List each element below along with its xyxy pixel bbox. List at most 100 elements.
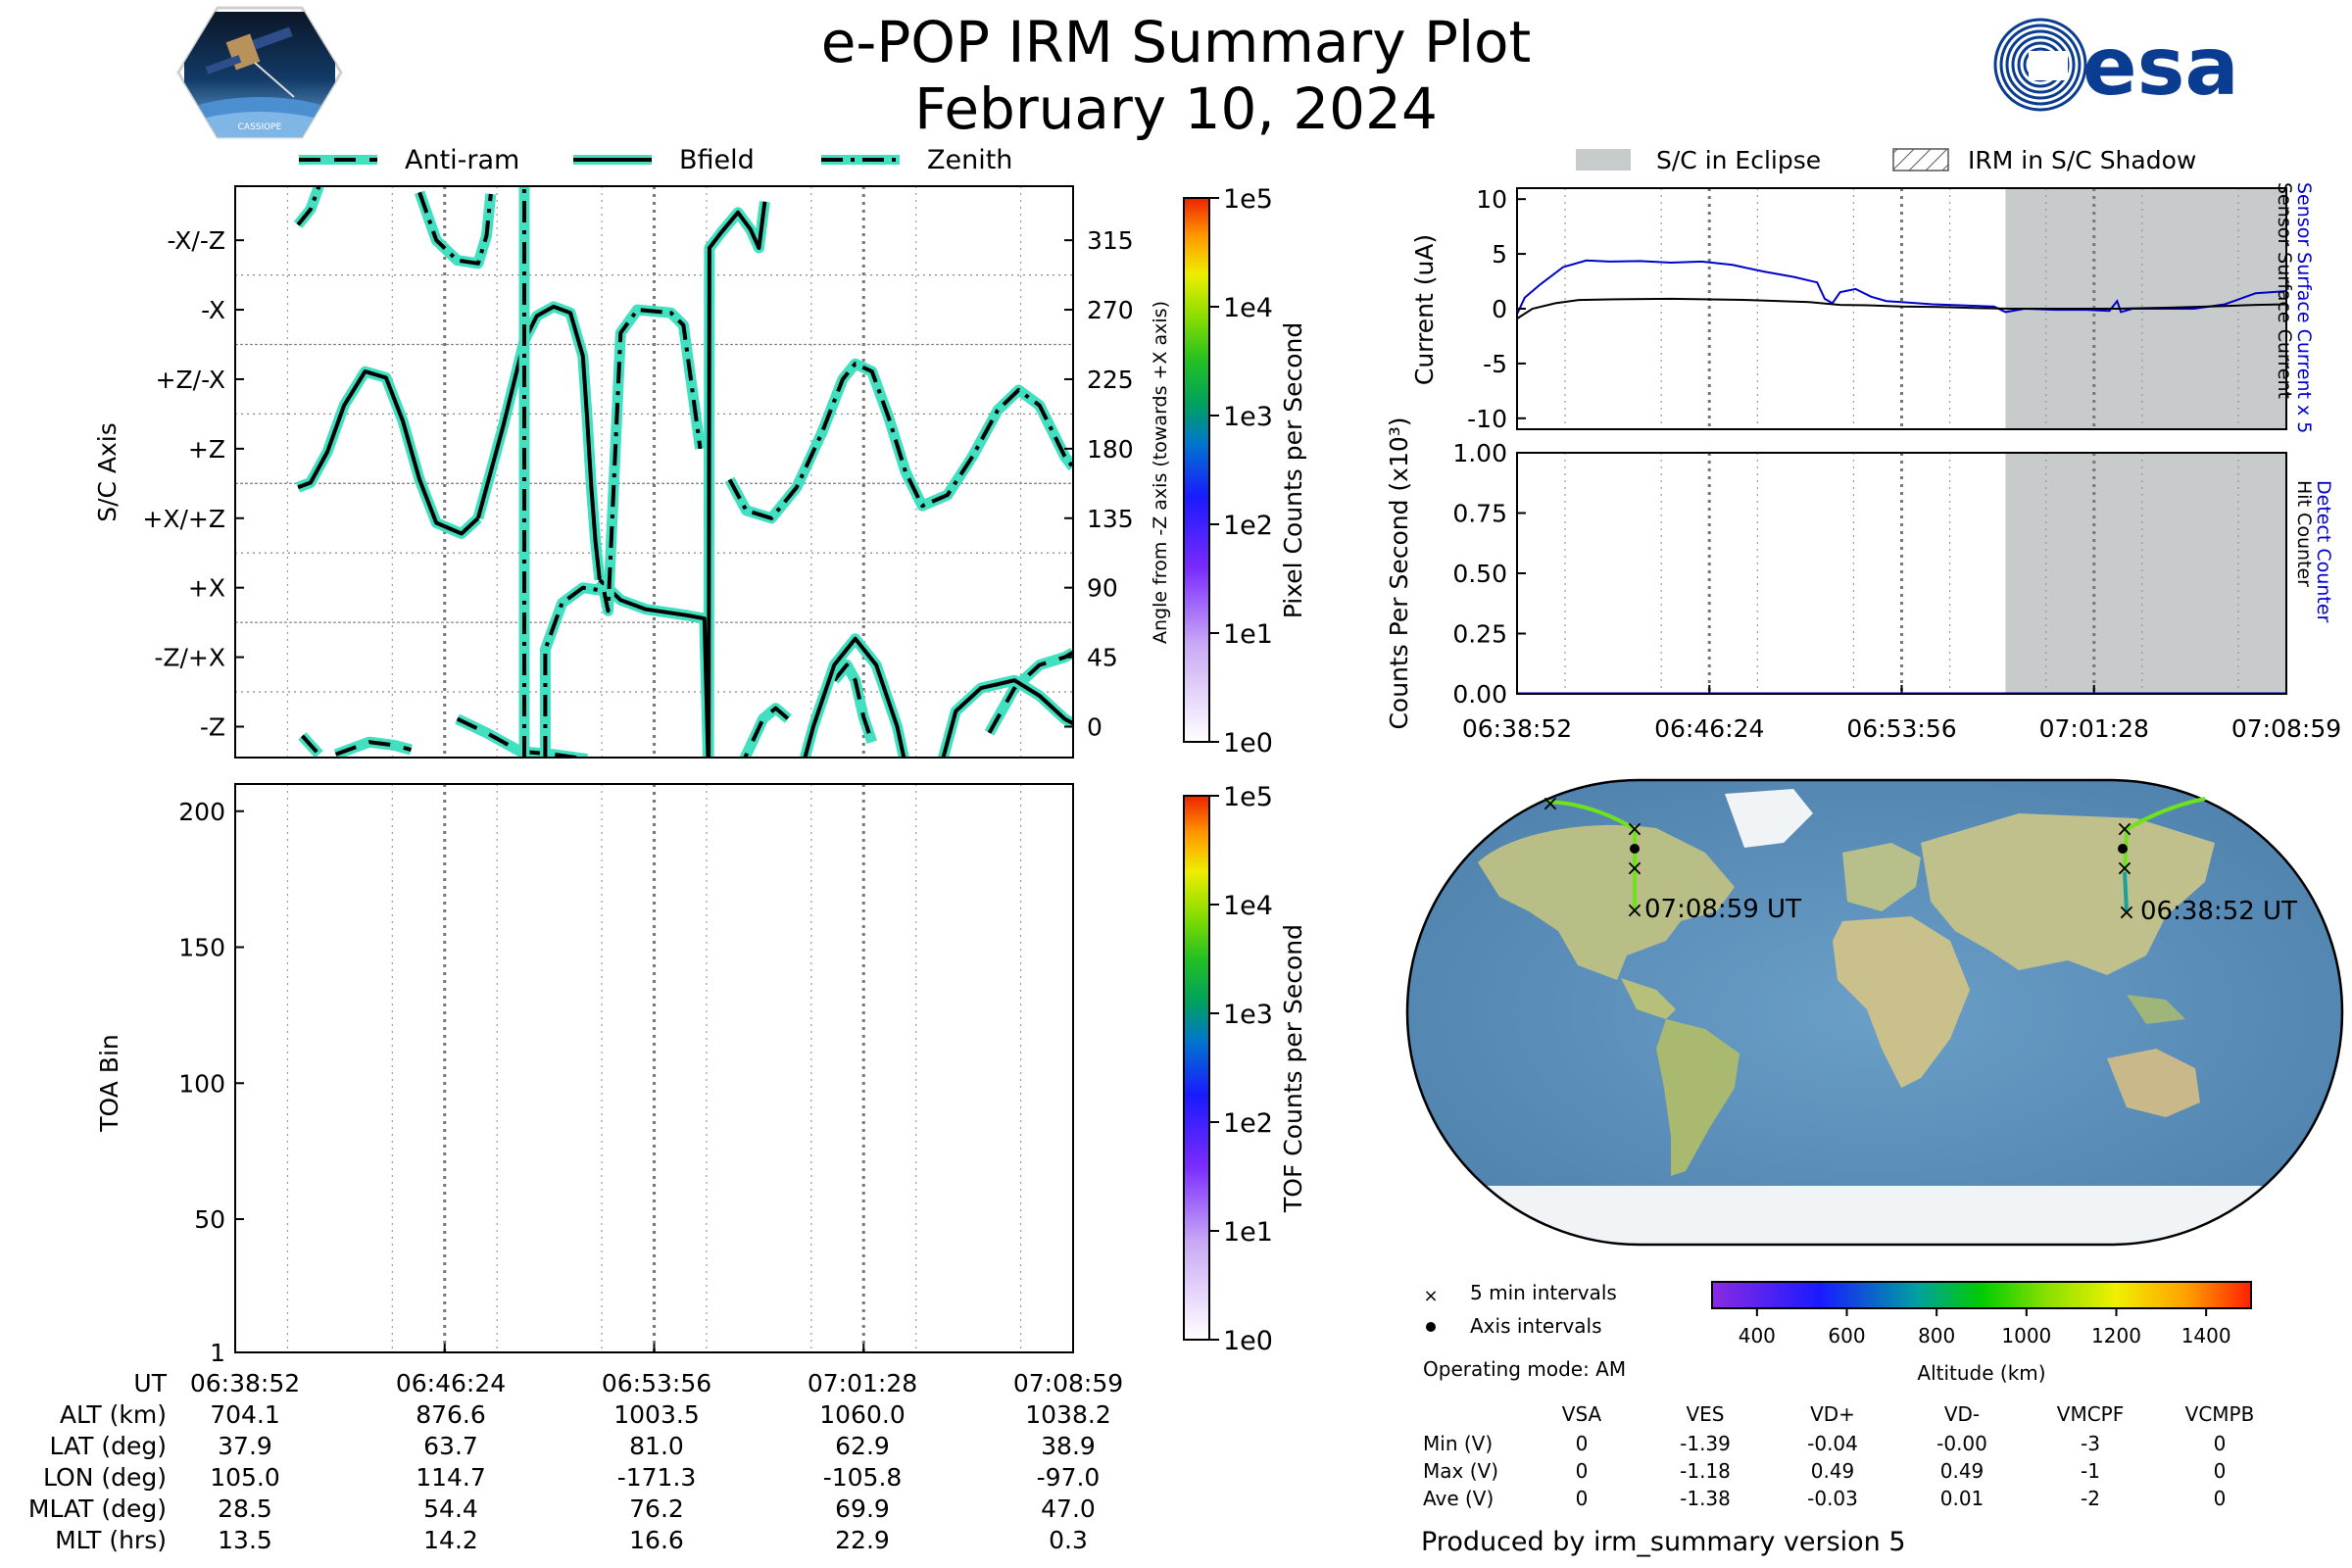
- voltage-cell: 0: [1576, 1487, 1589, 1510]
- attitude-series-line: [297, 369, 480, 536]
- attitude-right-tick-label: 180: [1087, 435, 1134, 464]
- attitude-series-line: [296, 186, 321, 226]
- central-america: [1621, 978, 1676, 1019]
- voltage-header: VCMPB: [2185, 1402, 2255, 1426]
- attitude-series: [293, 186, 1073, 758]
- current-y2label-black: Sensor Surface Current: [2274, 182, 2295, 399]
- current-tick-label: -5: [1483, 350, 1507, 378]
- orbit-cell: 54.4: [423, 1494, 478, 1523]
- attitude-right-tick-label: 90: [1087, 574, 1118, 603]
- counts-tick-label: 0.25: [1452, 620, 1507, 649]
- track-segment-east: [1547, 800, 1637, 911]
- attitude-series-line: [941, 678, 1073, 758]
- orbit-cell: 07:08:59: [1013, 1369, 1123, 1397]
- attitude-tick-label: +Z/-X: [156, 366, 225, 394]
- voltage-cell: -1: [2081, 1459, 2100, 1483]
- voltage-cell: -3: [2081, 1432, 2100, 1455]
- australia: [2107, 1049, 2200, 1117]
- esa-logo: esa: [1993, 18, 2239, 114]
- counts-y2label-black: Hit Counter: [2293, 480, 2315, 587]
- track-start-label: 06:38:52 UT: [2140, 897, 2297, 926]
- orbit-cell: -105.8: [823, 1463, 903, 1492]
- voltage-cell: -1.18: [1680, 1459, 1731, 1483]
- toa-tick-label: 200: [178, 798, 225, 826]
- counts-grid: [1564, 453, 2239, 694]
- map-legend-cross: 5 min intervals: [1470, 1281, 1617, 1304]
- voltage-header: VD-: [1944, 1402, 1980, 1426]
- orbit-cell: 22.9: [835, 1526, 890, 1554]
- voltage-cell: 0: [2214, 1459, 2227, 1483]
- counts-tick-label: 0.75: [1452, 500, 1507, 528]
- footer-text: Produced by irm_summary version 5: [1421, 1527, 1906, 1557]
- orbit-row-label: LON (deg): [43, 1463, 167, 1492]
- attitude-right-tick-label: 315: [1087, 226, 1134, 255]
- orbit-cell: 06:38:52: [190, 1369, 300, 1397]
- attitude-panel: -X/-Z -X +Z/-X +Z +X/+Z +X -Z/+X -Z 315 270 225 18…: [93, 185, 1171, 759]
- attitude-tick-label: +X: [188, 574, 225, 603]
- attitude-right-tick-label: 0: [1087, 712, 1102, 741]
- axis-interval-dot: [1630, 844, 1640, 854]
- attitude-right-tick-label: 225: [1087, 366, 1134, 394]
- voltage-cell: 0.49: [1940, 1459, 1984, 1483]
- attitude-series-line: [598, 201, 767, 758]
- attitude-series-line: [743, 706, 790, 758]
- interval-cross-icon: ×: [1626, 817, 1643, 842]
- voltage-cell: -0.04: [1807, 1432, 1858, 1455]
- toa-tick-label: 150: [178, 934, 225, 962]
- counts-panel: 1.00 0.75 0.50 0.25 0.00 06:38:52 06:46:24 06:5…: [1385, 416, 2341, 743]
- altitude-tick-label: 600: [1828, 1324, 1865, 1348]
- shadow-legend-label: IRM in S/C Shadow: [1968, 146, 2196, 174]
- altitude-colorbar-ticks: 400 600 800 1000 1200 1400: [1739, 1308, 2231, 1348]
- attitude-series-line: [475, 304, 602, 581]
- attitude-right-tick-label: 45: [1087, 644, 1118, 672]
- orbit-cell: 14.2: [423, 1526, 478, 1554]
- attitude-series-line: [803, 636, 906, 758]
- voltage-cell: 0.49: [1811, 1459, 1855, 1483]
- attitude-tick-label: +X/+Z: [142, 505, 225, 533]
- toa-grid: [286, 784, 1022, 1352]
- colorbar-tick-label: 1e5: [1223, 782, 1273, 812]
- attitude-series-line: [987, 651, 1073, 734]
- attitude-series-line: [334, 740, 413, 757]
- voltage-row-label: Max (V): [1423, 1459, 1498, 1483]
- current-series-line: [1517, 259, 2286, 316]
- tof-colorbar-label: TOF Counts per Second: [1279, 924, 1307, 1213]
- current-tick-label: 10: [1476, 185, 1507, 214]
- eclipse-legend-swatch: [1576, 149, 1631, 171]
- current-tick-label: 0: [1492, 295, 1507, 323]
- counts-tick-label: 0.00: [1452, 680, 1507, 709]
- colorbar-tick-label: 1e1: [1223, 619, 1273, 650]
- asia: [1921, 813, 2215, 975]
- attitude-series-line: [543, 308, 703, 758]
- voltage-cell: 0: [1576, 1432, 1589, 1455]
- voltage-header: VSA: [1562, 1402, 1602, 1426]
- operating-mode: Operating mode: AM: [1423, 1357, 1626, 1381]
- altitude-tick-label: 1400: [2181, 1324, 2231, 1348]
- time-tick-label: 06:46:24: [1654, 714, 1764, 743]
- dot-marker-icon: [1426, 1322, 1436, 1332]
- current-ylabel: Current (uA): [1410, 234, 1439, 385]
- attitude-legend-label: Anti-ram: [405, 145, 519, 175]
- current-y2label-blue: Sensor Surface Current x 5: [2293, 182, 2315, 433]
- attitude-left-ticks: -X/-Z -X +Z/-X +Z +X/+Z +X -Z/+X -Z: [142, 226, 244, 741]
- map-legend: × 5 min intervals Axis intervals Operati…: [1423, 1281, 1626, 1381]
- colorbar-tick-label: 1e2: [1223, 511, 1273, 541]
- maritime-southeast-asia: [2127, 995, 2185, 1024]
- eclipse-legend-label: S/C in Eclipse: [1656, 146, 1821, 174]
- voltage-cell: 0: [1576, 1459, 1589, 1483]
- track-segment-west: [2122, 797, 2206, 912]
- voltage-cell: 0.01: [1940, 1487, 1984, 1510]
- pixel-colorbar-gradient: [1183, 197, 1210, 743]
- attitude-legend: Anti-ram Bfield Zenith: [299, 145, 1012, 175]
- pixel-colorbar-ticks: 1e0 1e1 1e2 1e3 1e4 1e5: [1209, 184, 1273, 759]
- attitude-series-line: [300, 734, 320, 757]
- north-america: [1478, 824, 1735, 980]
- attitude-series-line: [832, 662, 874, 743]
- orbit-parameter-table: UT ALT (km) LAT (deg) LON (deg)MLAT (deg) ML…: [28, 1369, 1123, 1554]
- cassiope-logo-text: CASSIOPE: [238, 122, 282, 132]
- tof-colorbar: 1e0 1e1 1e2 1e3 1e4 1e5 TOF Counts per Second: [1183, 782, 1307, 1356]
- interval-cross-icon: ×: [2116, 817, 2133, 842]
- altitude-tick-label: 1000: [2001, 1324, 2051, 1348]
